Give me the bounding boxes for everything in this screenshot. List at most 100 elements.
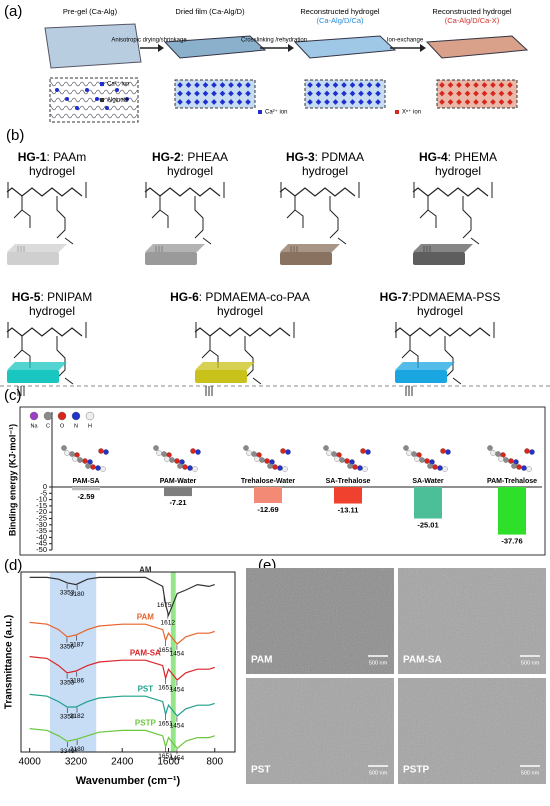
gel-name: : PAAm [46, 150, 86, 164]
ion [464, 99, 471, 105]
molecule-atom [161, 451, 167, 457]
ion [245, 82, 251, 88]
side-group [201, 336, 262, 385]
molecule-atom [508, 458, 514, 464]
backbone [6, 187, 83, 197]
stage-subtitle: (Ca-Alg/D/Ca-X) [445, 16, 500, 25]
scale-label: 500 nm [521, 660, 540, 666]
gel-name: : PHEAA [181, 150, 228, 164]
ion [456, 99, 462, 105]
ion [315, 82, 322, 88]
atom-swatch [71, 411, 81, 421]
stage-title: Reconstructed hydrogel [432, 7, 512, 16]
legend-swatch [258, 110, 262, 114]
film [293, 35, 397, 59]
gel-block [395, 362, 455, 370]
gel-name: :PDMAEMA-PSS [408, 290, 500, 304]
image-label: PST [251, 765, 270, 776]
ion [185, 90, 192, 97]
ion [447, 99, 454, 105]
molecule-atom [192, 466, 198, 472]
y-axis-title: Transmittance (a.u.) [4, 615, 15, 709]
gel-block [7, 252, 59, 265]
molecule-atom [347, 463, 353, 469]
peak-label: 3187 [69, 641, 84, 648]
gel-subtitle: hydrogel [302, 164, 348, 178]
peak-label: 3353 [60, 590, 75, 597]
molecule-atom [61, 445, 67, 451]
molecule-atom [264, 458, 270, 464]
x-tick-label: 4000 [19, 757, 42, 768]
molecule-atom [365, 449, 371, 455]
molecule-atom [524, 448, 530, 454]
molecule-atom [156, 450, 162, 456]
side-group [13, 336, 74, 385]
value-label: -13.11 [338, 506, 359, 515]
ion [185, 99, 192, 105]
ion [456, 82, 462, 88]
stage-title: Pre-gel (Ca-Alg) [63, 7, 118, 16]
value-label: -37.76 [501, 537, 522, 546]
ion [490, 90, 496, 97]
peak-label: 1651 [158, 685, 173, 692]
molecule-atom [251, 451, 257, 457]
molecule-atom [100, 466, 106, 472]
gel-id: HG-1 [18, 150, 47, 164]
ion [245, 90, 251, 97]
ion [202, 99, 209, 105]
ion [95, 97, 99, 101]
molecule-atom [277, 465, 283, 471]
ion [349, 99, 356, 105]
side-group [419, 196, 480, 245]
atom-label: N [74, 423, 78, 429]
backbone [412, 187, 489, 197]
highlight-band [49, 572, 97, 752]
ion [65, 97, 69, 101]
peak-label: 3350 [60, 714, 75, 721]
backbone [6, 327, 83, 337]
molecule-atom [427, 463, 433, 469]
gel-title: HG-4: PHEMA [419, 150, 497, 164]
y-tick-label: -25 [36, 513, 47, 522]
ion [307, 82, 313, 88]
ion [439, 90, 445, 97]
ion [349, 82, 356, 88]
gel-title: HG-1: PAAm [18, 150, 86, 164]
molecule-atom [495, 451, 501, 457]
bar [414, 487, 442, 519]
image-label: PAM-SA [403, 655, 442, 666]
atom-swatch [57, 411, 67, 421]
ion [456, 90, 462, 97]
category-label: Trehalose-Water [241, 478, 295, 485]
ion [375, 90, 381, 97]
molecule-atom [406, 450, 412, 456]
ion [194, 90, 200, 97]
bracket [145, 182, 225, 198]
legend-label: Xⁿ⁺ ion [402, 109, 421, 116]
crosslink-mark [205, 386, 213, 396]
ion [185, 82, 192, 88]
spectrum [29, 656, 215, 681]
gel-block [280, 244, 340, 252]
gel-name: : PHEMA [448, 150, 497, 164]
molecule-atom [445, 449, 451, 455]
legend-label: Ca²⁺ ion [107, 81, 130, 88]
y-tick-label: -35 [36, 526, 47, 535]
gel-subtitle: hydrogel [217, 304, 263, 318]
bar [334, 487, 362, 504]
gel-block [413, 244, 473, 252]
molecule-atom [526, 466, 532, 472]
gel-title: HG-2: PHEAA [152, 150, 228, 164]
gel-block [395, 370, 447, 383]
molecule-atom [424, 458, 430, 464]
molecule-atom [432, 464, 438, 470]
ion [245, 99, 251, 105]
molecule-atom [164, 456, 170, 462]
molecule-atom [95, 465, 101, 471]
y-tick-label: -45 [36, 539, 47, 548]
y-tick-label: -20 [36, 507, 47, 516]
bracket [280, 182, 360, 198]
category-label: PAM-Trehalose [487, 478, 537, 485]
molecule-atom [414, 456, 420, 462]
